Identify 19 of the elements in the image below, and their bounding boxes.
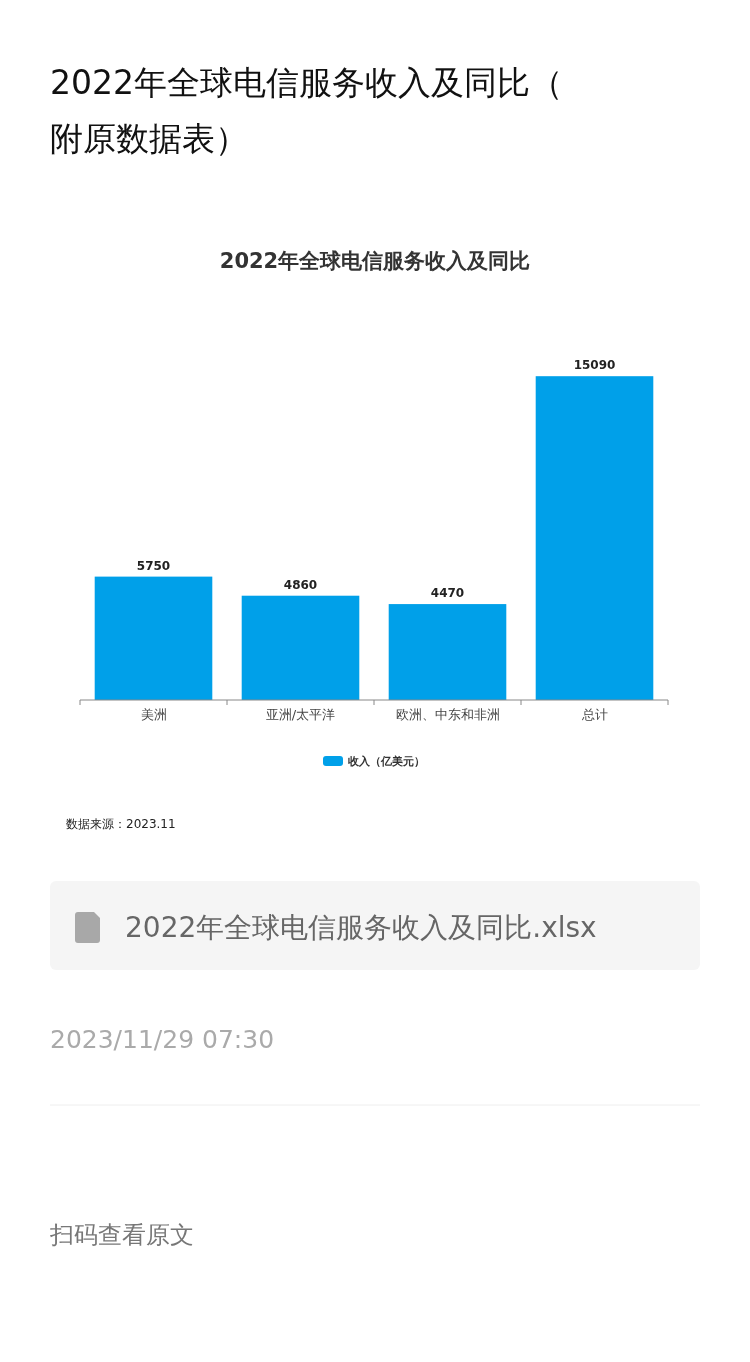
x-tick-label: 总计 <box>580 707 608 722</box>
text: 2022年全球电信服务收入及同比.xlsx <box>125 911 597 944</box>
x-tick-label: 美洲 <box>140 707 167 722</box>
bar <box>241 595 360 700</box>
data-label: 4860 <box>283 577 318 592</box>
bar <box>388 604 507 700</box>
data-label: 4470 <box>430 586 465 601</box>
data-label: 5750 <box>136 558 171 573</box>
bar <box>535 376 654 700</box>
text: 2022年全球电信服务收入及同比（附原数据表） <box>50 63 563 158</box>
data-label: 15090 <box>573 358 616 373</box>
text: 扫码查看原文 <box>49 1221 194 1249</box>
source-note: 数据来源：2023.11 <box>66 817 176 831</box>
x-tick-label: 亚洲/太平洋 <box>265 707 336 722</box>
legend-label: 收入（亿美元） <box>348 755 425 768</box>
chart-title: 2022年全球电信服务收入及同比 <box>219 249 531 273</box>
x-tick-label: 欧洲、中东和非洲 <box>395 707 500 722</box>
bar <box>94 576 213 700</box>
text: 2023/11/29 07:30 <box>50 1025 275 1054</box>
